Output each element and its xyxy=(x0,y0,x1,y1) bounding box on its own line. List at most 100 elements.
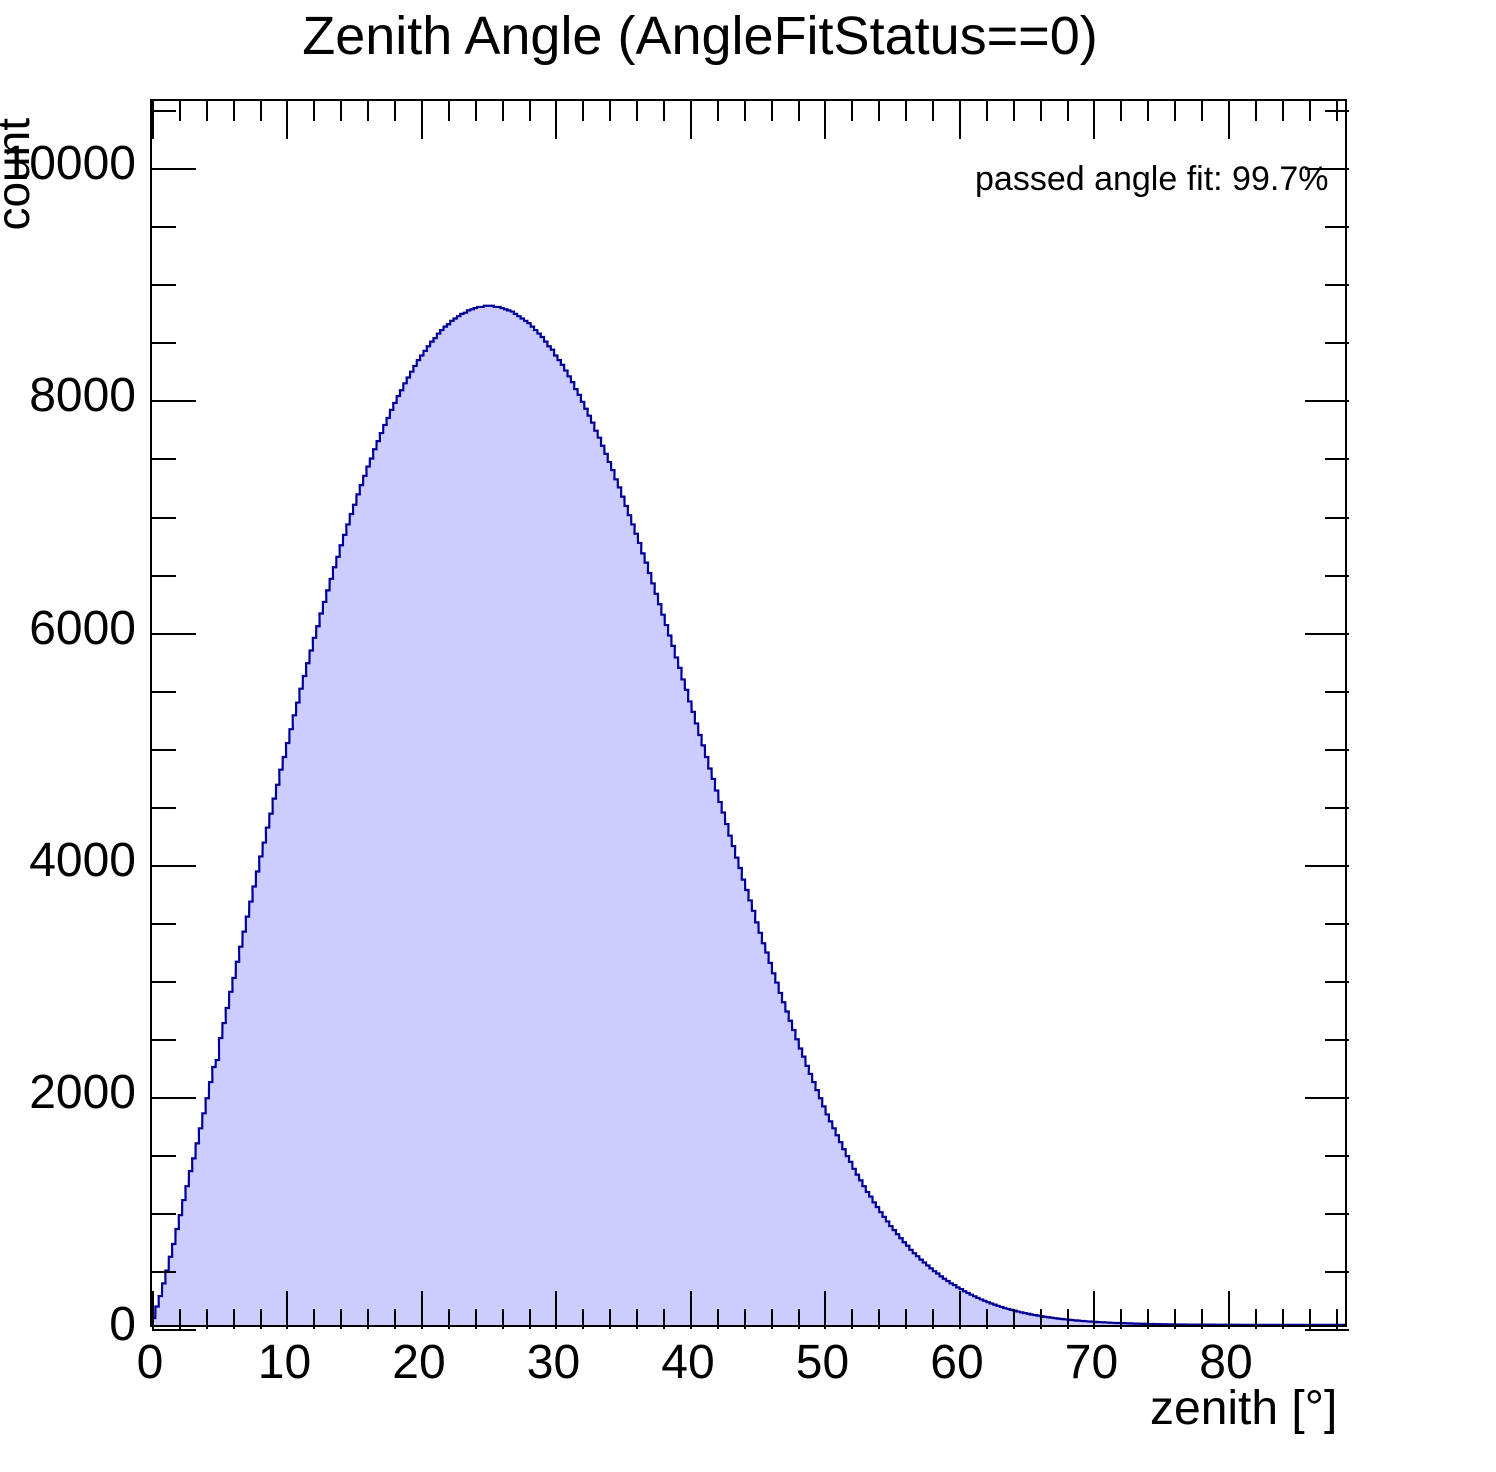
axis-tick xyxy=(1039,101,1042,121)
axis-tick xyxy=(1325,458,1349,461)
axis-tick xyxy=(152,400,196,403)
axis-tick xyxy=(152,226,176,229)
histogram-fill xyxy=(152,305,1345,1325)
axis-tick xyxy=(582,1309,585,1329)
x-tick-label: 30 xyxy=(526,1336,581,1389)
axis-tick xyxy=(770,1309,773,1329)
axis-tick xyxy=(1305,1096,1349,1099)
axis-tick xyxy=(1305,400,1349,403)
axis-tick xyxy=(1335,1309,1338,1329)
axis-tick xyxy=(609,1309,612,1329)
axis-tick xyxy=(152,864,196,867)
axis-tick xyxy=(1305,1329,1349,1331)
axis-tick xyxy=(878,101,881,121)
axis-tick xyxy=(689,101,692,139)
axis-tick xyxy=(152,168,196,171)
axis-tick xyxy=(205,1309,208,1329)
axis-tick xyxy=(743,1309,746,1329)
axis-tick xyxy=(367,101,370,121)
axis-tick xyxy=(797,101,800,121)
y-tick-label: 0 xyxy=(109,1298,136,1351)
axis-tick xyxy=(232,1309,235,1329)
axis-tick xyxy=(1325,690,1349,693)
axis-tick xyxy=(1325,980,1349,983)
axis-tick xyxy=(394,101,397,121)
axis-tick xyxy=(474,1309,477,1329)
axis-tick xyxy=(1308,101,1311,121)
axis-tick xyxy=(528,101,531,121)
axis-tick xyxy=(259,1309,262,1329)
axis-tick xyxy=(716,1309,719,1329)
axis-tick xyxy=(1120,1309,1123,1329)
axis-tick xyxy=(420,1291,423,1329)
axis-tick xyxy=(152,1038,176,1041)
axis-tick xyxy=(1325,342,1349,345)
x-tick-label: 50 xyxy=(795,1336,850,1389)
axis-tick xyxy=(205,101,208,121)
axis-tick xyxy=(152,1096,196,1099)
axis-tick xyxy=(958,101,961,139)
axis-tick xyxy=(636,1309,639,1329)
axis-tick xyxy=(743,101,746,121)
axis-tick xyxy=(1093,1291,1096,1329)
axis-tick xyxy=(152,1291,154,1329)
x-tick-label: 70 xyxy=(1064,1336,1119,1389)
axis-tick xyxy=(1281,1309,1284,1329)
histogram-outline xyxy=(152,304,1345,1325)
axis-tick xyxy=(609,101,612,121)
axis-tick xyxy=(152,748,176,751)
axis-tick xyxy=(1325,748,1349,751)
axis-tick xyxy=(152,458,176,461)
axis-tick xyxy=(1281,101,1284,121)
plot-frame xyxy=(150,99,1349,1331)
axis-tick xyxy=(286,1291,289,1329)
histogram-series xyxy=(152,304,1345,1325)
axis-tick xyxy=(555,1291,558,1329)
axis-tick xyxy=(958,1291,961,1329)
axis-tick xyxy=(985,1309,988,1329)
axis-tick xyxy=(1325,1212,1349,1215)
axis-tick xyxy=(1174,1309,1177,1329)
axis-tick xyxy=(1254,101,1257,121)
axis-tick xyxy=(1227,1291,1230,1329)
axis-tick xyxy=(152,1329,196,1331)
axis-tick xyxy=(1227,101,1230,139)
axis-tick xyxy=(851,101,854,121)
axis-tick xyxy=(1201,101,1204,121)
x-axis-title: zenith [°] xyxy=(1150,1382,1338,1435)
axis-tick xyxy=(1325,1154,1349,1157)
axis-tick xyxy=(1325,226,1349,229)
axis-tick xyxy=(1012,101,1015,121)
axis-tick xyxy=(313,101,316,121)
axis-tick xyxy=(394,1309,397,1329)
axis-tick xyxy=(1305,864,1349,867)
axis-tick xyxy=(501,1309,504,1329)
axis-tick xyxy=(1305,168,1349,171)
axis-tick xyxy=(1093,101,1096,139)
axis-tick xyxy=(1039,1309,1042,1329)
axis-tick xyxy=(152,1212,176,1215)
axis-tick xyxy=(932,1309,935,1329)
axis-tick xyxy=(152,1270,176,1273)
y-tick-label: 4000 xyxy=(29,833,136,887)
axis-tick xyxy=(178,1309,181,1329)
axis-tick xyxy=(1325,110,1349,113)
axis-tick xyxy=(447,101,450,121)
axis-tick xyxy=(501,101,504,121)
axis-tick xyxy=(1066,101,1069,121)
axis-tick xyxy=(663,101,666,121)
axis-tick xyxy=(1325,922,1349,925)
axis-tick xyxy=(797,1309,800,1329)
axis-tick xyxy=(340,1309,343,1329)
axis-tick xyxy=(232,101,235,121)
axis-tick xyxy=(1325,574,1349,577)
axis-tick xyxy=(367,1309,370,1329)
axis-tick xyxy=(932,101,935,121)
axis-tick xyxy=(286,101,289,139)
axis-tick xyxy=(152,632,196,635)
axis-tick xyxy=(152,806,176,809)
axis-tick xyxy=(1012,1309,1015,1329)
y-tick-label: 2000 xyxy=(29,1065,136,1119)
axis-tick xyxy=(770,101,773,121)
